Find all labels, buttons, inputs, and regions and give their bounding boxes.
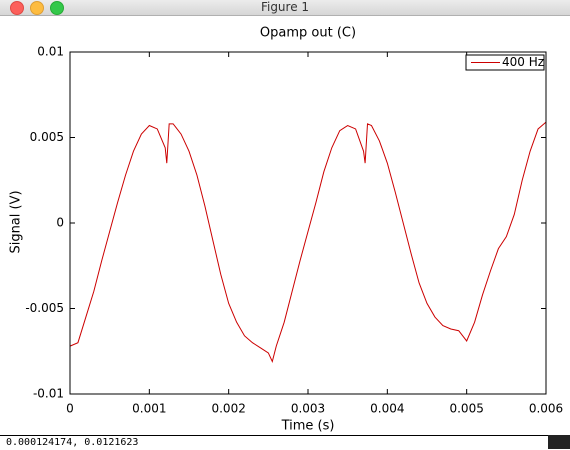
- x-tick-label: 0.002: [211, 402, 245, 416]
- x-tick-label: 0.004: [370, 402, 404, 416]
- y-tick-label: 0: [56, 216, 64, 230]
- chart-title: Opamp out (C): [260, 26, 356, 41]
- chart: Opamp out (C) Time (s) Signal (V) 0 0.001…: [0, 16, 570, 435]
- zoom-button[interactable]: [50, 1, 64, 15]
- title-bar: Figure 1: [0, 0, 570, 16]
- x-tick-label: 0.005: [449, 402, 483, 416]
- y-axis-label: Signal (V): [9, 190, 24, 253]
- y-tick-label: 0.005: [30, 130, 64, 144]
- axes-box: [69, 51, 547, 395]
- y-tick-label: -0.005: [25, 301, 64, 315]
- data-line: [69, 121, 547, 363]
- x-tick-label: 0.003: [291, 402, 325, 416]
- resize-corner: [548, 435, 570, 449]
- y-tick-label: -0.01: [33, 387, 64, 401]
- x-tick-label: 0: [66, 402, 74, 416]
- close-button[interactable]: [10, 1, 24, 15]
- window-title: Figure 1: [260, 0, 310, 14]
- plot-area: [70, 52, 546, 394]
- legend-box: [465, 54, 545, 71]
- x-axis-label: Time (s): [281, 419, 335, 434]
- legend-label: 400 Hz: [502, 55, 544, 69]
- y-tick-label: 0.01: [37, 45, 64, 59]
- status-bar: 0.000124174, 0.0121623: [0, 435, 548, 449]
- x-tick-label: 0.001: [132, 402, 166, 416]
- x-tick-label: 0.006: [529, 402, 563, 416]
- minimize-button[interactable]: [30, 1, 44, 15]
